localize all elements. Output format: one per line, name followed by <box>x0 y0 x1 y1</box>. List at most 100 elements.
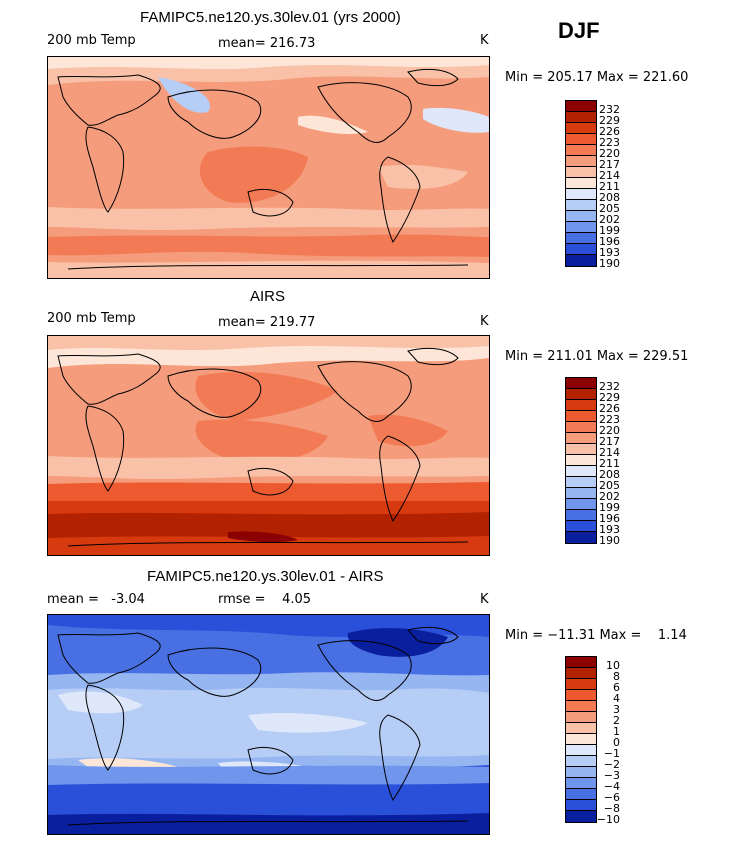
colorbar-swatch <box>566 778 596 789</box>
colorbar-swatch <box>566 378 596 389</box>
colorbar-swatch <box>566 690 596 701</box>
colorbar-tick-label: −6 <box>603 791 620 804</box>
colorbar-swatch <box>566 789 596 800</box>
colorbar-tick-label: 8 <box>613 670 620 683</box>
season-label: DJF <box>558 18 600 43</box>
colorbar-tick-label: −1 <box>603 747 620 760</box>
colorbar-tick-label: 205 <box>599 479 620 492</box>
colorbar-swatch <box>566 734 596 745</box>
colorbar-tick-label: 223 <box>599 413 620 426</box>
panel3-units: K <box>480 592 489 607</box>
colorbar-tick-label: 226 <box>599 125 620 138</box>
colorbar-swatch <box>566 679 596 690</box>
colorbar-swatch <box>566 112 596 123</box>
colorbar-tick-label: 220 <box>599 147 620 160</box>
colorbar-tick-label: 208 <box>599 191 620 204</box>
colorbar-swatch <box>566 255 596 266</box>
panel3-colorbar-labels: 10 8 6 4 3 2 1 0 −1 −2 −3 −4 −6 −8 −10 <box>590 660 620 825</box>
colorbar-swatch <box>566 466 596 477</box>
colorbar-swatch <box>566 712 596 723</box>
colorbar-swatch <box>566 200 596 211</box>
colorbar-tick-label: −4 <box>603 780 620 793</box>
colorbar-swatch <box>566 510 596 521</box>
panel1-title: FAMIPC5.ne120.ys.30lev.01 (yrs 2000) <box>140 9 401 26</box>
colorbar-tick-label: 202 <box>599 213 620 226</box>
colorbar-swatch <box>566 444 596 455</box>
colorbar-tick-label: 223 <box>599 136 620 149</box>
colorbar-tick-label: 6 <box>613 681 620 694</box>
colorbar-tick-label: 190 <box>599 257 620 270</box>
colorbar-swatch <box>566 477 596 488</box>
colorbar-tick-label: 208 <box>599 468 620 481</box>
colorbar-swatch <box>566 411 596 422</box>
colorbar-swatch <box>566 701 596 712</box>
colorbar-tick-label: 214 <box>599 446 620 459</box>
colorbar-swatch <box>566 422 596 433</box>
panel3-colorbar <box>565 656 597 823</box>
colorbar-swatch <box>566 756 596 767</box>
colorbar-tick-label: 2 <box>613 714 620 727</box>
colorbar-tick-label: 190 <box>599 534 620 547</box>
colorbar-tick-label: 217 <box>599 158 620 171</box>
colorbar-tick-label: 196 <box>599 512 620 525</box>
panel3-map <box>47 614 490 835</box>
colorbar-swatch <box>566 532 596 543</box>
colorbar-swatch <box>566 723 596 734</box>
colorbar-swatch <box>566 167 596 178</box>
colorbar-swatch <box>566 101 596 112</box>
panel3-title: FAMIPC5.ne120.ys.30lev.01 - AIRS <box>147 568 384 585</box>
colorbar-swatch <box>566 211 596 222</box>
colorbar-swatch <box>566 488 596 499</box>
colorbar-tick-label: 199 <box>599 224 620 237</box>
colorbar-tick-label: 1 <box>613 725 620 738</box>
panel2-title: AIRS <box>250 288 286 305</box>
colorbar-swatch <box>566 668 596 679</box>
colorbar-swatch <box>566 134 596 145</box>
colorbar-tick-label: 196 <box>599 235 620 248</box>
panel1-minmax: Min = 205.17 Max = 221.60 <box>505 70 689 85</box>
colorbar-tick-label: −3 <box>603 769 620 782</box>
colorbar-tick-label: 205 <box>599 202 620 215</box>
colorbar-tick-label: 232 <box>599 103 620 116</box>
panel3-mean: mean = -3.04 <box>47 592 145 607</box>
colorbar-swatch <box>566 178 596 189</box>
colorbar-tick-label: 226 <box>599 402 620 415</box>
panel1-colorbar <box>565 100 597 267</box>
colorbar-tick-label: 193 <box>599 246 620 259</box>
panel2-mean: mean= 219.77 <box>218 315 316 330</box>
colorbar-swatch <box>566 767 596 778</box>
colorbar-swatch <box>566 145 596 156</box>
colorbar-swatch <box>566 400 596 411</box>
colorbar-swatch <box>566 433 596 444</box>
colorbar-tick-label: 202 <box>599 490 620 503</box>
colorbar-tick-label: −2 <box>603 758 620 771</box>
panel2-colorbar <box>565 377 597 544</box>
panel2-minmax: Min = 211.01 Max = 229.51 <box>505 349 689 364</box>
colorbar-tick-label: −8 <box>603 802 620 815</box>
colorbar-tick-label: 10 <box>606 659 620 672</box>
panel2-variable-label: 200 mb Temp <box>47 311 136 326</box>
panel3-rmse: rmse = 4.05 <box>218 592 312 607</box>
colorbar-tick-label: 229 <box>599 114 620 127</box>
panel1-variable-label: 200 mb Temp <box>47 33 136 48</box>
panel1-units: K <box>480 33 489 48</box>
panel1-map <box>47 56 490 279</box>
panel2-colorbar-labels: 232 229 226 223 220 217 214 211 208 205 202 199 196 1… <box>590 381 620 546</box>
colorbar-swatch <box>566 244 596 255</box>
colorbar-swatch <box>566 123 596 134</box>
colorbar-tick-label: 4 <box>613 692 620 705</box>
colorbar-tick-label: 214 <box>599 169 620 182</box>
colorbar-swatch <box>566 389 596 400</box>
panel1-colorbar-labels: 232 229 226 223 220 217 214 211 208 205 202 199 196 1… <box>590 104 620 269</box>
panel1-mean: mean= 216.73 <box>218 36 316 51</box>
colorbar-swatch <box>566 156 596 167</box>
colorbar-tick-label: 211 <box>599 180 620 193</box>
colorbar-tick-label: 199 <box>599 501 620 514</box>
colorbar-swatch <box>566 521 596 532</box>
colorbar-swatch <box>566 499 596 510</box>
colorbar-tick-label: 229 <box>599 391 620 404</box>
colorbar-swatch <box>566 657 596 668</box>
panel2-units: K <box>480 314 489 329</box>
colorbar-tick-label: 3 <box>613 703 620 716</box>
colorbar-tick-label: 0 <box>613 736 620 749</box>
